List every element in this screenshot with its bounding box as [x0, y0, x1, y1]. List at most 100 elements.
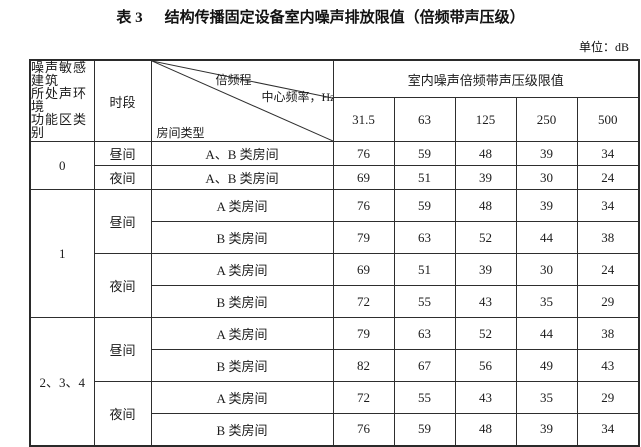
- table-title-text: 结构传播固定设备室内噪声排放限值（倍频带声压级）: [164, 10, 525, 26]
- time-period-header: 时段: [93, 59, 152, 142]
- value-cell: 48: [454, 189, 517, 222]
- room-cell: A、B 类房间: [150, 165, 334, 190]
- center-frequency-label: 中心频率，Hz: [261, 90, 333, 104]
- time-cell: 夜间: [93, 381, 152, 446]
- table-row: 1 昼间 A 类房间 76 59 48 39 34: [29, 189, 640, 318]
- unit-label: 单位：dB: [578, 40, 629, 54]
- freq-col-250: 250: [515, 97, 578, 142]
- value-cell: 39: [515, 189, 578, 222]
- value-cell: 55: [393, 381, 456, 414]
- spl-limits-group-header: 室内噪声倍频带声压级限值: [332, 59, 640, 99]
- value-cell: 24: [576, 165, 640, 190]
- table-row: 0 昼间 A、B 类房间 76 59 48 39 34: [29, 141, 640, 190]
- value-cell: 76: [332, 141, 395, 166]
- value-cell: 56: [454, 349, 517, 382]
- value-cell: 24: [576, 253, 640, 286]
- diagonal-lines: [152, 61, 333, 141]
- room-cell: B 类房间: [150, 413, 334, 446]
- room-cell: A、B 类房间: [150, 141, 334, 166]
- table-row: B 类房间 82 67 56 49 43: [30, 349, 640, 382]
- value-cell: 38: [576, 221, 640, 254]
- table-row: B 类房间 72 55 43 35 29: [30, 285, 640, 318]
- value-cell: 38: [576, 317, 640, 350]
- octave-band-label: 倍频程: [215, 73, 252, 87]
- freq-col-31-5: 31.5: [332, 97, 395, 142]
- zone-category-header: 噪声敏感建筑 所处声环境 功能区类别: [29, 59, 95, 142]
- zone-header-line2: 所处声环境: [31, 86, 88, 114]
- room-cell: B 类房间: [150, 349, 334, 382]
- value-cell: 82: [332, 349, 395, 382]
- value-cell: 59: [393, 141, 456, 166]
- table-title: 表 3 结构传播固定设备室内噪声排放限值（倍频带声压级）: [0, 8, 641, 28]
- table-row: 夜间 A、B 类房间 69 51 39 30 24: [30, 165, 640, 190]
- zone-header-line1: 噪声敏感建筑: [31, 60, 88, 88]
- table-row: 夜间 A 类房间 69 51 39 30 24: [30, 253, 640, 318]
- noise-limits-table: 噪声敏感建筑 所处声环境 功能区类别 时段 倍频程 中心频率，Hz 房间类型 室…: [29, 59, 641, 447]
- value-cell: 76: [332, 413, 395, 446]
- value-cell: 51: [393, 165, 456, 190]
- table-row: 夜间 A 类房间 72 55 43 35 29: [30, 381, 640, 446]
- value-cell: 39: [515, 141, 578, 166]
- zone-header-line3: 功能区类别: [31, 112, 88, 140]
- value-cell: 79: [332, 317, 395, 350]
- value-cell: 72: [332, 285, 395, 318]
- value-cell: 69: [332, 165, 395, 190]
- value-cell: 39: [515, 413, 578, 446]
- room-cell: A 类房间: [150, 317, 334, 350]
- value-cell: 29: [576, 381, 640, 414]
- room-cell: B 类房间: [150, 221, 334, 254]
- diagonal-split-header: 倍频程 中心频率，Hz 房间类型: [150, 59, 334, 142]
- value-cell: 48: [454, 141, 517, 166]
- header-row-1: 噪声敏感建筑 所处声环境 功能区类别 时段 倍频程 中心频率，Hz 房间类型 室…: [29, 59, 640, 142]
- value-cell: 39: [454, 253, 517, 286]
- time-cell: 昼间: [93, 317, 152, 382]
- time-cell: 昼间: [93, 189, 152, 254]
- freq-col-125: 125: [454, 97, 517, 142]
- time-cell: 夜间: [93, 253, 152, 318]
- value-cell: 39: [454, 165, 517, 190]
- value-cell: 30: [515, 253, 578, 286]
- value-cell: 72: [332, 381, 395, 414]
- zone-cell: 1: [29, 189, 95, 318]
- room-type-label: 房间类型: [156, 126, 205, 140]
- value-cell: 63: [393, 221, 456, 254]
- zone-cell: 0: [29, 141, 95, 190]
- room-cell: A 类房间: [150, 381, 334, 414]
- room-cell: A 类房间: [150, 189, 334, 222]
- value-cell: 51: [393, 253, 456, 286]
- value-cell: 67: [393, 349, 456, 382]
- value-cell: 30: [515, 165, 578, 190]
- value-cell: 43: [454, 285, 517, 318]
- freq-col-500: 500: [576, 97, 640, 142]
- value-cell: 52: [454, 317, 517, 350]
- value-cell: 69: [332, 253, 395, 286]
- value-cell: 35: [515, 285, 578, 318]
- value-cell: 34: [576, 141, 640, 166]
- header-row-frequencies: 31.5 63 125 250 500: [30, 97, 640, 142]
- value-cell: 34: [576, 189, 640, 222]
- value-cell: 48: [454, 413, 517, 446]
- value-cell: 49: [515, 349, 578, 382]
- value-cell: 55: [393, 285, 456, 318]
- table-row: 2、3、4 昼间 A 类房间 79 63 52 44 38: [29, 317, 640, 446]
- value-cell: 43: [454, 381, 517, 414]
- value-cell: 59: [393, 413, 456, 446]
- value-cell: 63: [393, 317, 456, 350]
- value-cell: 29: [576, 285, 640, 318]
- table-number-label: 表 3: [116, 10, 143, 26]
- time-cell: 昼间: [93, 141, 152, 166]
- value-cell: 43: [576, 349, 640, 382]
- zone-cell: 2、3、4: [29, 317, 95, 446]
- value-cell: 79: [332, 221, 395, 254]
- value-cell: 44: [515, 221, 578, 254]
- value-cell: 44: [515, 317, 578, 350]
- room-cell: A 类房间: [150, 253, 334, 286]
- value-cell: 52: [454, 221, 517, 254]
- value-cell: 35: [515, 381, 578, 414]
- value-cell: 59: [393, 189, 456, 222]
- value-cell: 34: [576, 413, 640, 446]
- time-cell: 夜间: [93, 165, 152, 190]
- freq-col-63: 63: [393, 97, 456, 142]
- room-cell: B 类房间: [150, 285, 334, 318]
